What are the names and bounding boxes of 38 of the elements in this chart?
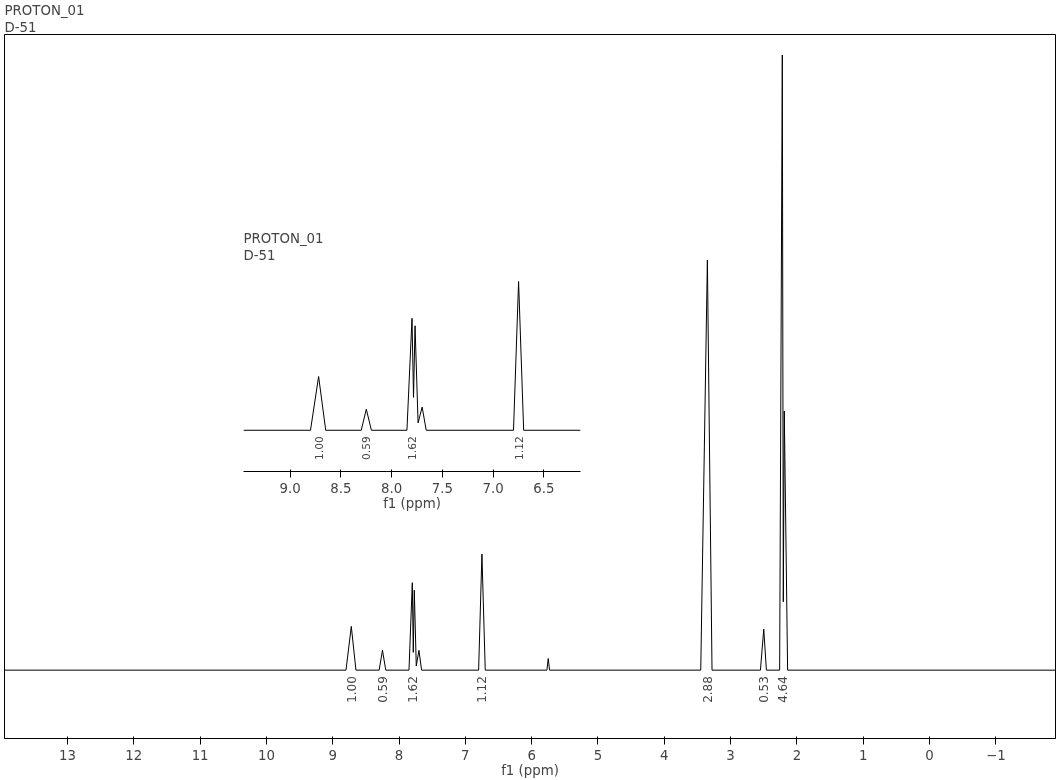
chart-title: PROTON_01 [4, 2, 85, 18]
annotation: 1.12 [475, 676, 490, 703]
chart-subtitle: D-51 [243, 247, 276, 263]
x-axis-title: f1 (ppm) [501, 762, 559, 778]
annotation: 1.00 [312, 436, 326, 460]
x-tick-label: 7.0 [482, 480, 504, 496]
x-tick-label: 4 [660, 747, 669, 763]
chart-title: PROTON_01 [243, 230, 324, 246]
x-tick-label: 3 [726, 747, 735, 763]
x-tick-label: 5 [593, 747, 603, 763]
annotation: 1.62 [405, 676, 420, 703]
x-tick-label: 7 [461, 747, 470, 763]
chart-subtitle: D-51 [4, 19, 37, 35]
x-tick-label: 12 [125, 747, 143, 763]
x-tick-label: 1 [858, 747, 868, 763]
x-tick-label: 9 [328, 747, 337, 763]
x-tick-label: 8 [394, 747, 404, 763]
x-tick-label: 9.0 [279, 480, 301, 496]
annotation: 4.64 [775, 676, 790, 703]
annotation: 2.88 [700, 676, 715, 703]
x-tick-label: 8.0 [381, 480, 403, 496]
x-axis-title: f1 (ppm) [383, 495, 441, 511]
x-tick-label: −1 [986, 747, 1006, 763]
x-tick-label: 11 [191, 747, 209, 763]
annotation: 1.12 [512, 436, 526, 460]
x-tick-label: 13 [59, 747, 76, 763]
x-tick-label: 6 [527, 747, 536, 763]
x-tick-label: 0 [925, 747, 934, 763]
annotation: 1.00 [344, 676, 359, 703]
x-tick-label: 8.5 [330, 480, 352, 496]
annotation: 0.59 [375, 676, 390, 703]
annotation: 0.53 [757, 676, 772, 703]
annotation: 1.62 [406, 436, 419, 460]
x-tick-label: 2 [792, 747, 802, 763]
x-tick-label: 7.5 [431, 480, 454, 496]
x-tick-label: 6.5 [533, 480, 555, 496]
x-tick-label: 10 [257, 747, 275, 763]
annotation: 0.59 [360, 436, 374, 460]
